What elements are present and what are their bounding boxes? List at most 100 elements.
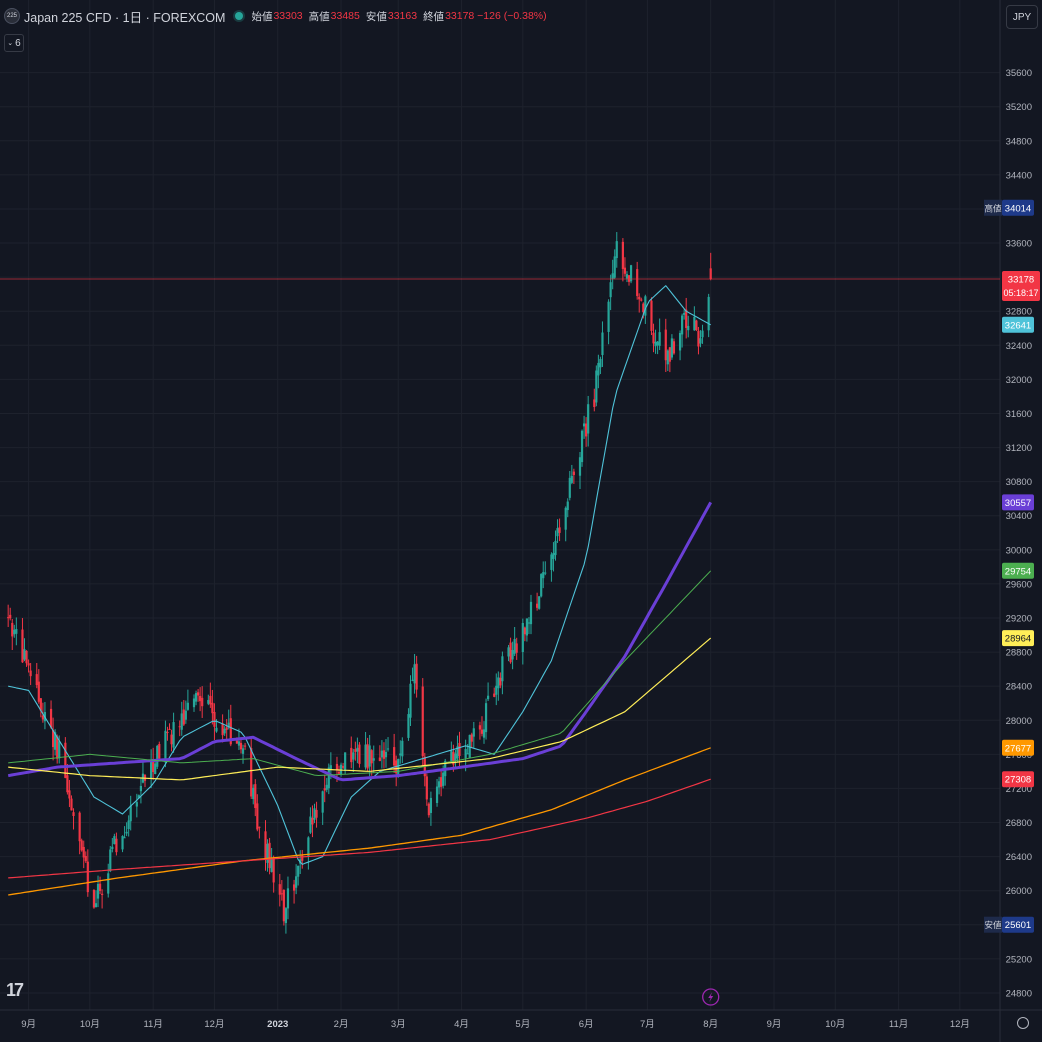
candle-body (211, 702, 214, 714)
candle-body (650, 300, 653, 331)
candle-body (409, 683, 412, 718)
current-price-bg (1002, 271, 1040, 302)
y-tick-label: 29600 (1006, 579, 1032, 590)
market-status-icon[interactable] (235, 12, 244, 20)
candle-body (323, 788, 326, 791)
candle-body (587, 404, 590, 434)
candle-body (450, 750, 453, 762)
settings-gear-icon[interactable] (1017, 1017, 1029, 1029)
candle-body (566, 501, 569, 511)
candle-body (182, 709, 185, 725)
candle-body (243, 745, 247, 747)
candle-body (437, 781, 441, 788)
candle-body (642, 303, 645, 313)
candle-body (239, 742, 243, 750)
candle-body (284, 908, 288, 924)
candle-body (86, 861, 89, 893)
candle-body (672, 341, 676, 354)
y-tick-label: 28400 (1006, 682, 1032, 693)
candle-body (542, 572, 545, 579)
candle-body (199, 695, 202, 702)
candle-body (582, 423, 586, 427)
badge-prefix-bg (984, 199, 1002, 216)
x-tick-label: 5月 (515, 1019, 530, 1030)
candle-body (640, 299, 643, 301)
x-tick-label: 12月 (204, 1019, 224, 1030)
candle-body (511, 650, 514, 660)
candle-body (697, 330, 700, 347)
candle-body (701, 330, 704, 338)
candle-body (497, 677, 500, 689)
x-tick-label: 7月 (640, 1019, 655, 1030)
candle-body (464, 749, 467, 759)
currency-button[interactable]: JPY (1006, 5, 1038, 29)
candle-body (623, 267, 627, 274)
indicators-toggle-button[interactable]: ⌄ 6 (4, 34, 24, 52)
candle-body (382, 750, 386, 759)
candle-body (644, 296, 647, 316)
candle-body (223, 728, 226, 734)
candle-body (482, 729, 486, 738)
candle-body (699, 338, 702, 344)
series-line-ma50 (7, 501, 713, 782)
candle-body (96, 883, 100, 899)
high-label: 高値 (308, 10, 330, 23)
candle-body (607, 301, 610, 332)
x-tick-label: 2月 (334, 1019, 349, 1030)
symbol-title[interactable]: Japan 225 CFD · 1日 · FOREXCOM (24, 10, 226, 25)
candle-body (507, 647, 510, 657)
y-tick-label: 26000 (1006, 886, 1032, 897)
badge-bg (1002, 916, 1034, 933)
candle-body (683, 313, 686, 315)
lightning-event-icon[interactable] (702, 988, 720, 1006)
candle-body (235, 740, 239, 744)
candle-body (550, 554, 553, 570)
candle-body (280, 893, 283, 895)
candle-body (370, 750, 373, 764)
candle-body (315, 809, 318, 818)
candle-body (613, 256, 616, 278)
candle-body (486, 695, 490, 700)
candle-body (327, 767, 330, 789)
candle-body (456, 746, 459, 759)
candle-body (695, 320, 698, 331)
tradingview-logo[interactable]: 17 (6, 980, 24, 1000)
y-tick-label: 35600 (1006, 68, 1032, 79)
candle-body (493, 693, 496, 697)
y-tick-label: 34400 (1006, 170, 1032, 181)
x-tick-label: 4月 (454, 1019, 469, 1030)
candle-body (258, 826, 261, 828)
candle-body (523, 627, 526, 635)
candle-body (192, 698, 196, 708)
x-tick-label: 6月 (579, 1019, 594, 1030)
high-value: 33485 (330, 10, 360, 22)
candle-body (429, 797, 433, 813)
candle-body (27, 663, 30, 666)
y-tick-label: 30400 (1006, 511, 1032, 522)
candle-body (9, 614, 12, 619)
candle-body (39, 698, 42, 711)
candle-body (123, 837, 126, 839)
candle-body (295, 876, 298, 888)
candle-body (399, 753, 402, 756)
candle-body (509, 642, 512, 663)
candle-body (440, 777, 443, 787)
candle-body (170, 734, 173, 745)
countdown-label: 05:18:17 (1003, 288, 1038, 298)
candle-body (178, 726, 181, 728)
candle-body (139, 785, 143, 792)
candle-body (558, 527, 561, 533)
badge-bg (1002, 630, 1034, 647)
candle-body (687, 325, 690, 331)
candle-body (184, 710, 187, 720)
candle-body (466, 753, 469, 755)
candle-body (113, 836, 116, 845)
candle-body (107, 873, 110, 894)
candle-body (335, 763, 339, 771)
candle-body (638, 296, 641, 300)
candle-body (468, 734, 471, 758)
price-badge-ma50: 30557 (1002, 494, 1034, 511)
candle-body (35, 674, 38, 686)
chevron-down-icon: ⌄ (7, 40, 14, 47)
